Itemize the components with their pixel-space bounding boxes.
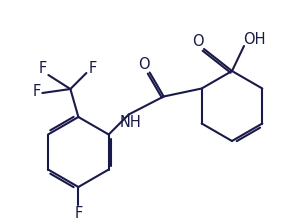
Text: F: F: [88, 60, 96, 75]
Text: O: O: [138, 57, 149, 72]
Text: F: F: [74, 205, 83, 220]
Text: F: F: [32, 84, 41, 99]
Text: F: F: [38, 60, 46, 75]
Text: OH: OH: [243, 32, 265, 47]
Text: NH: NH: [120, 115, 142, 130]
Text: O: O: [192, 34, 204, 49]
